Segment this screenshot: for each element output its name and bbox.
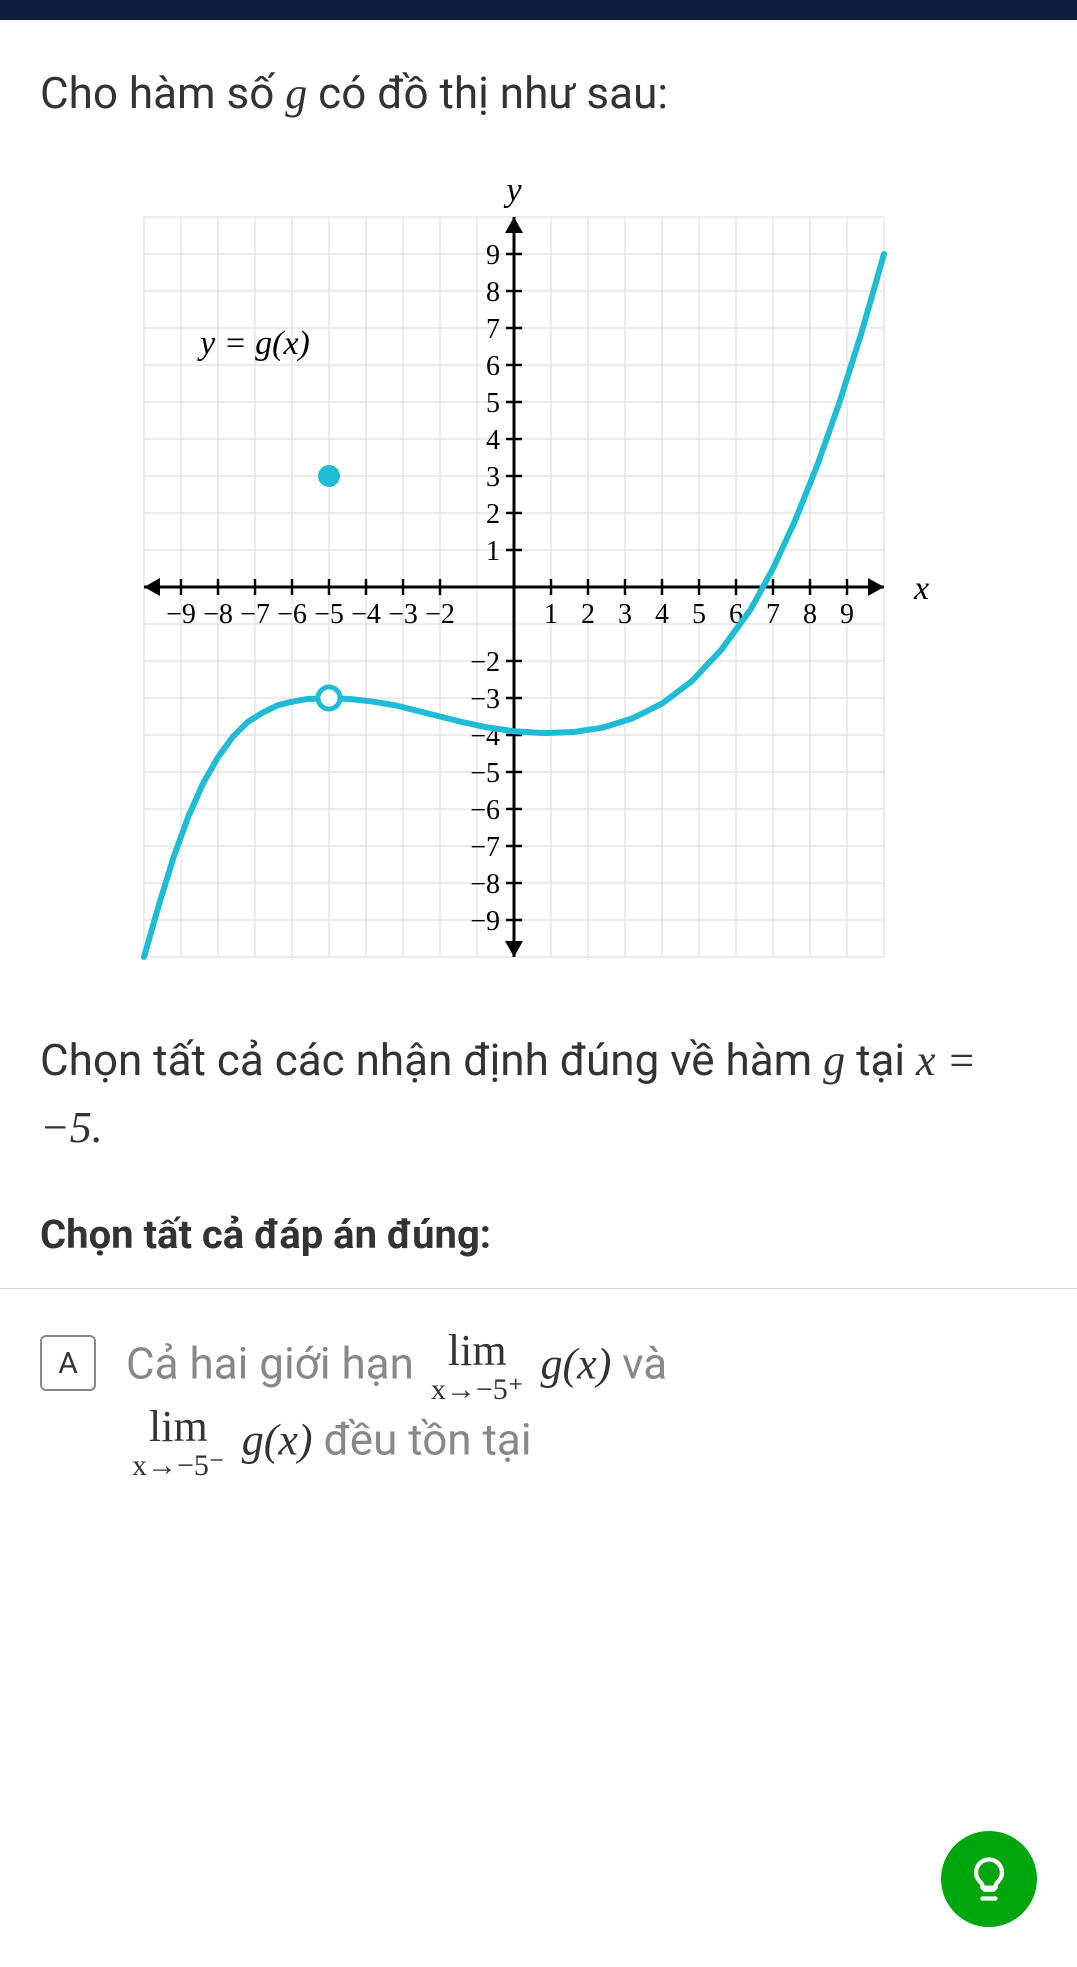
instruction-mid: tại <box>845 1034 916 1086</box>
svg-text:−7: −7 <box>240 599 270 630</box>
svg-text:2: 2 <box>581 599 595 630</box>
question-func: g <box>285 69 307 118</box>
svg-text:1: 1 <box>544 599 558 630</box>
svg-text:8: 8 <box>803 599 817 630</box>
instruction-func: g <box>823 1036 845 1085</box>
svg-text:7: 7 <box>486 314 500 345</box>
divider <box>0 1288 1077 1289</box>
content-area: Cho hàm số g có đồ thị như sau: −9−8−7−6… <box>0 20 1077 1551</box>
svg-text:−5: −5 <box>314 599 344 630</box>
option-a-gx1: g(x) <box>541 1340 612 1389</box>
svg-text:y: y <box>503 172 522 209</box>
svg-text:−5: −5 <box>470 758 500 789</box>
function-graph: −9−8−7−6−5−4−3−2123456789123456789−2−3−4… <box>134 167 944 967</box>
svg-text:8: 8 <box>486 277 500 308</box>
svg-text:−4: −4 <box>351 599 381 630</box>
option-a-lim1-bot: x→−5⁺ <box>431 1375 524 1405</box>
svg-text:y = g(x): y = g(x) <box>197 325 310 362</box>
svg-text:1: 1 <box>486 536 500 567</box>
option-a-t1: Cả hai giới hạn <box>126 1338 414 1390</box>
svg-text:9: 9 <box>840 599 854 630</box>
svg-text:5: 5 <box>486 388 500 419</box>
svg-text:x: x <box>913 570 929 607</box>
svg-text:−8: −8 <box>470 869 500 900</box>
option-a-lim2-top: lim <box>149 1405 208 1449</box>
svg-text:3: 3 <box>486 462 500 493</box>
instruction-prefix: Chọn tất cả các nhận định đúng về hàm <box>40 1034 823 1086</box>
option-a-t2: đều tồn tại <box>323 1414 531 1466</box>
svg-text:−6: −6 <box>277 599 307 630</box>
option-a-lim1: lim x→−5⁺ <box>431 1329 524 1405</box>
svg-text:6: 6 <box>486 351 500 382</box>
svg-text:−7: −7 <box>470 832 500 863</box>
svg-text:−3: −3 <box>388 599 418 630</box>
svg-text:−6: −6 <box>470 795 500 826</box>
option-a-letter: A <box>58 1346 78 1381</box>
svg-text:5: 5 <box>692 599 706 630</box>
svg-text:−8: −8 <box>203 599 233 630</box>
option-a[interactable]: A Cả hai giới hạn lim x→−5⁺ g(x) và lim … <box>40 1329 1037 1511</box>
svg-text:−2: −2 <box>425 599 455 630</box>
svg-text:−3: −3 <box>470 684 500 715</box>
instruction-text: Chọn tất cả các nhận định đúng về hàm g … <box>40 1027 1037 1161</box>
option-a-lim1-top: lim <box>448 1329 507 1373</box>
hint-button[interactable] <box>941 1831 1037 1927</box>
option-a-text: Cả hai giới hạn lim x→−5⁺ g(x) và lim x→… <box>126 1329 667 1481</box>
svg-text:2: 2 <box>486 499 500 530</box>
svg-text:−9: −9 <box>166 599 196 630</box>
option-a-lim2-bot: x→−5⁻ <box>132 1451 225 1481</box>
question-prefix: Cho hàm số <box>40 67 285 119</box>
choose-label: Chọn tất cả đáp án đúng: <box>40 1211 1037 1258</box>
svg-text:−9: −9 <box>470 906 500 937</box>
chart-container: −9−8−7−6−5−4−3−2123456789123456789−2−3−4… <box>40 167 1037 967</box>
top-bar <box>0 0 1077 20</box>
lightbulb-icon <box>963 1853 1015 1905</box>
svg-text:7: 7 <box>766 599 780 630</box>
svg-text:3: 3 <box>618 599 632 630</box>
svg-text:9: 9 <box>486 240 500 271</box>
question-text: Cho hàm số g có đồ thị như sau: <box>40 60 1037 127</box>
option-a-va: và <box>622 1338 667 1390</box>
svg-text:−2: −2 <box>470 647 500 678</box>
svg-text:4: 4 <box>655 599 669 630</box>
option-a-lim2: lim x→−5⁻ <box>132 1405 225 1481</box>
question-suffix: có đồ thị như sau: <box>307 67 668 119</box>
option-a-checkbox[interactable]: A <box>40 1335 96 1391</box>
svg-text:4: 4 <box>486 425 500 456</box>
option-a-gx2: g(x) <box>242 1416 313 1465</box>
